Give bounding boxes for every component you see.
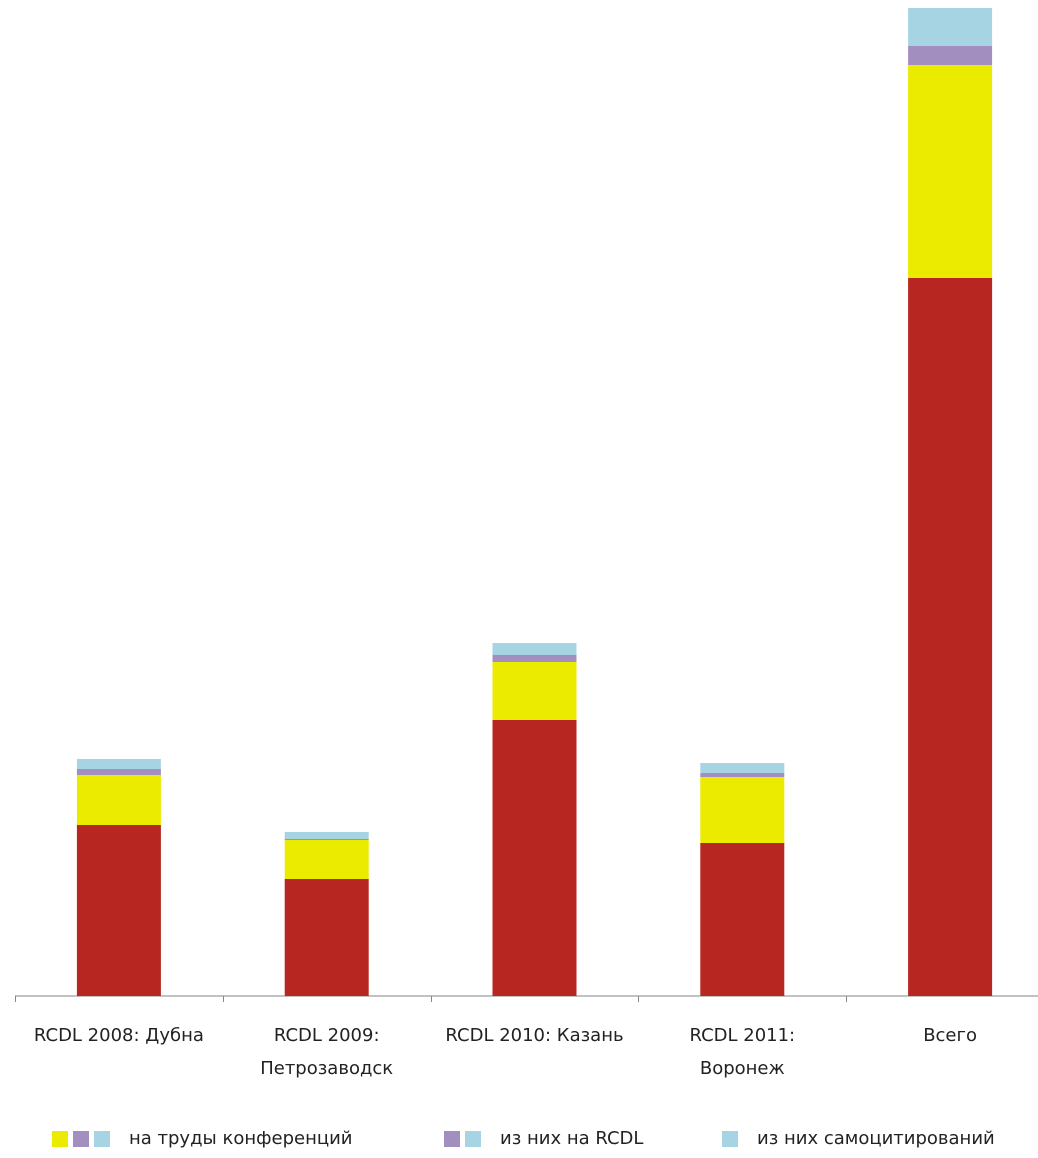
legend-swatch — [52, 1130, 68, 1147]
bar-segment-2 — [492, 662, 577, 720]
legend-item-conference-proceedings: на труды конференций — [52, 1128, 353, 1149]
legend-label: из них на RCDL — [500, 1128, 644, 1149]
bar-segment-4 — [492, 643, 577, 655]
legend-swatch — [444, 1130, 460, 1147]
legend-item-rcdl: из них на RCDL — [444, 1128, 643, 1149]
x-tick-label: RCDL 2011: — [689, 1025, 795, 1046]
x-tick-label: Воронеж — [700, 1058, 785, 1079]
legend-label: из них самоцитирований — [757, 1128, 995, 1149]
bar-segment-4 — [700, 763, 785, 773]
bar-segment-4 — [908, 8, 993, 46]
chart-plot: RCDL 2008: Дубна RCDL 2009: Петрозаводск RC… — [15, 8, 1038, 1079]
legend-item-self-citations: из них самоцитирований — [722, 1128, 995, 1149]
legend-label: на труды конференций — [129, 1128, 353, 1149]
bar-segment-1 — [284, 879, 369, 996]
legend-swatch — [94, 1130, 110, 1147]
legend: на труды конференций из них на RCDL из н… — [0, 1128, 1038, 1154]
bar-segment-3 — [76, 769, 161, 775]
legend-swatch — [73, 1130, 89, 1147]
bar-segment-3 — [492, 655, 577, 662]
legend-swatch — [465, 1130, 481, 1147]
bar-segment-2 — [284, 840, 369, 879]
legend-swatch — [722, 1130, 738, 1147]
bar-segment-1 — [492, 720, 577, 996]
bar-segment-4 — [284, 832, 369, 839]
x-tick-label: RCDL 2010: Казань — [445, 1025, 623, 1046]
bar-segment-2 — [76, 775, 161, 825]
bar-segment-1 — [700, 843, 785, 996]
x-tick-label: RCDL 2008: Дубна — [34, 1025, 204, 1046]
bar-segment-1 — [908, 278, 993, 996]
x-tick-label: Петрозаводск — [260, 1058, 393, 1079]
bar-segment-2 — [908, 65, 993, 278]
bar-segment-1 — [76, 825, 161, 996]
bar-segment-3 — [284, 839, 369, 840]
bar-segment-2 — [700, 777, 785, 843]
x-tick-label: RCDL 2009: — [274, 1025, 380, 1046]
bar-segment-4 — [76, 759, 161, 769]
x-tick-label: Всего — [923, 1025, 977, 1046]
bar-segment-3 — [700, 773, 785, 777]
bar-segment-3 — [908, 46, 993, 65]
